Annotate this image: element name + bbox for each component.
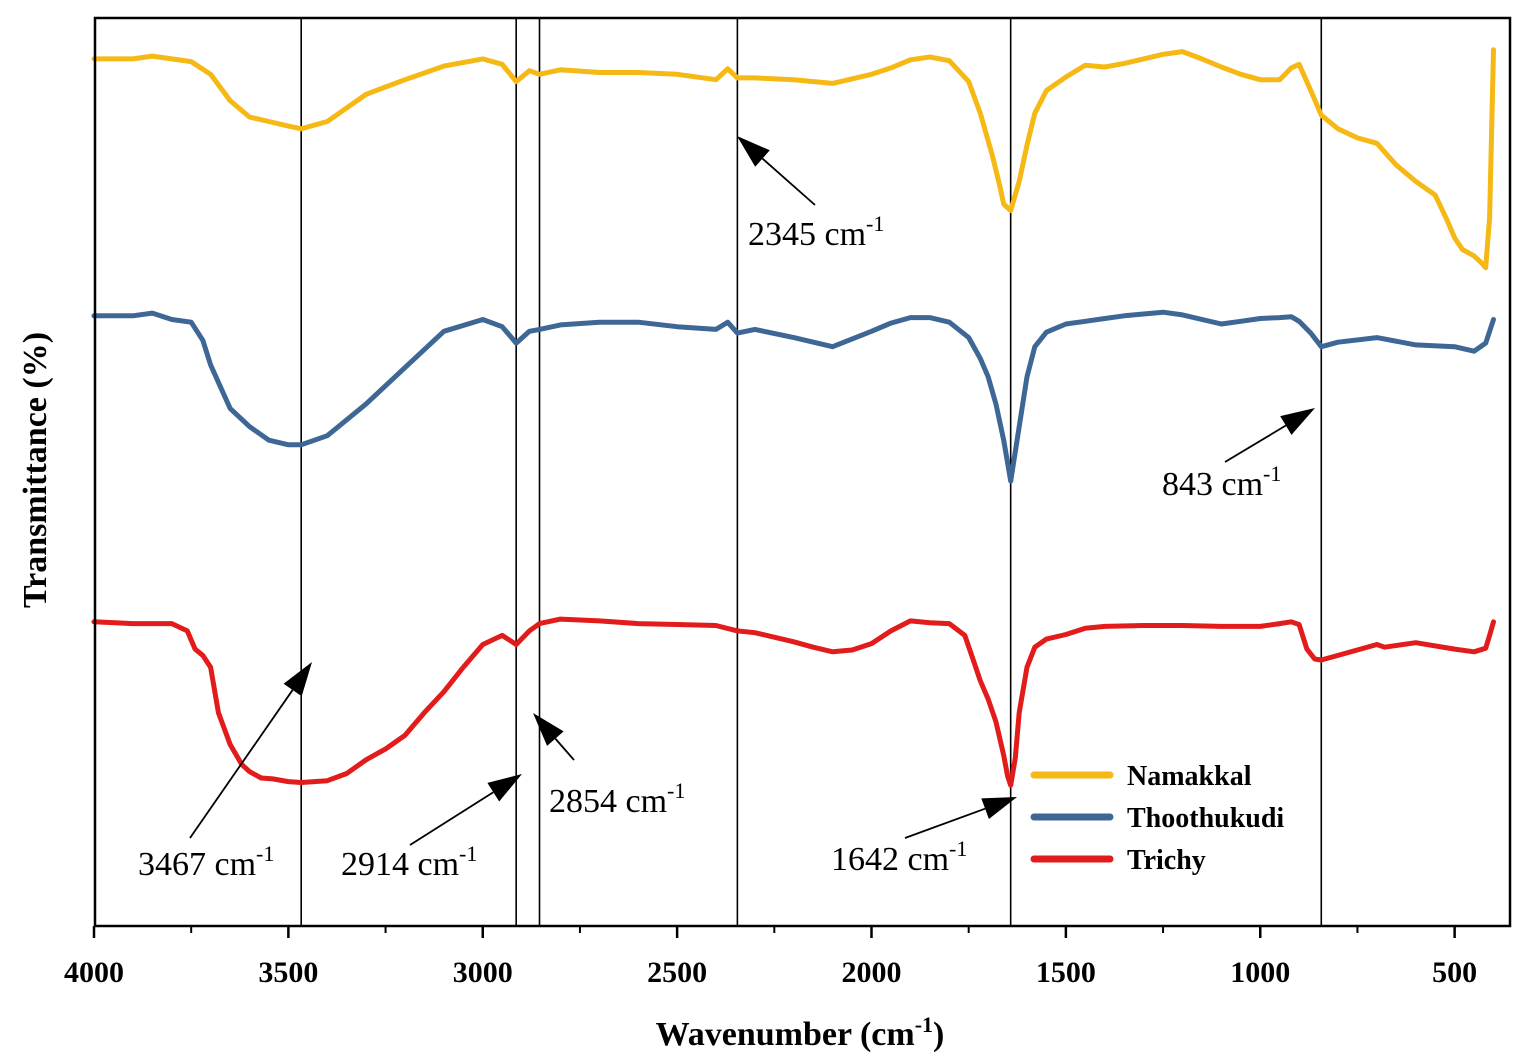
x-tick-label-3500: 3500 <box>258 956 318 989</box>
annotation-arrow-3467 <box>189 689 294 839</box>
annotation-arrowhead-2914 <box>487 774 522 802</box>
legend: Namakkal Thoothukudi Trichy <box>1030 761 1284 876</box>
x-axis-title: Wavenumber (cm-1) <box>656 1012 945 1053</box>
annotation-arrow-2914 <box>409 791 494 846</box>
x-tick-label-4000: 4000 <box>64 956 124 989</box>
x-tick-label-1000: 1000 <box>1230 956 1290 989</box>
annotation-label-1642: 1642 cm-1 <box>831 836 967 878</box>
x-tick-label-3000: 3000 <box>453 956 513 989</box>
y-axis-title: Transmittance (%) <box>17 332 54 608</box>
x-tick-label-500: 500 <box>1432 956 1477 989</box>
x-tick-label-2500: 2500 <box>647 956 707 989</box>
legend-label-namakkal: Namakkal <box>1127 761 1252 792</box>
plot-frame <box>93 16 1512 928</box>
annotation-label-843: 843 cm-1 <box>1162 461 1281 503</box>
annotation-label-2854: 2854 cm-1 <box>549 778 685 820</box>
annotation-label-3467: 3467 cm-1 <box>138 841 274 883</box>
annotation-label-2914: 2914 cm-1 <box>341 841 477 883</box>
annotation-arrowhead-3467 <box>283 662 312 697</box>
annotation-arrow-843 <box>1224 424 1287 463</box>
legend-label-trichy: Trichy <box>1127 845 1206 876</box>
annotation-arrowhead-2854 <box>533 713 564 746</box>
annotation-arrow-2854 <box>554 738 575 761</box>
legend-label-thoothukudi: Thoothukudi <box>1127 803 1284 834</box>
annotation-arrow-1642 <box>904 807 986 839</box>
series-line-trichy <box>91 616 1496 788</box>
annotations: 2345 cm-1 843 cm-1 3467 cm-1 2914 cm-1 2854 … <box>138 136 1315 883</box>
x-tick-label-2000: 2000 <box>842 956 902 989</box>
series-group <box>91 47 1496 788</box>
annotation-label-2345: 2345 cm-1 <box>748 211 884 253</box>
annotation-arrowhead-2345 <box>737 136 770 167</box>
x-ticks: 4000 3500 3000 2500 2000 1500 1000 500 <box>64 926 1477 989</box>
annotation-arrowhead-1642 <box>981 797 1017 819</box>
x-axis-title-tail: ) <box>933 1016 944 1053</box>
annotation-arrowhead-843 <box>1280 408 1315 435</box>
annotation-arrow-2345 <box>761 157 816 206</box>
series-line-namakkal <box>91 47 1496 271</box>
series-line-thoothukudi <box>91 309 1496 484</box>
x-axis-title-sup: -1 <box>915 1012 933 1037</box>
x-tick-label-1500: 1500 <box>1036 956 1096 989</box>
